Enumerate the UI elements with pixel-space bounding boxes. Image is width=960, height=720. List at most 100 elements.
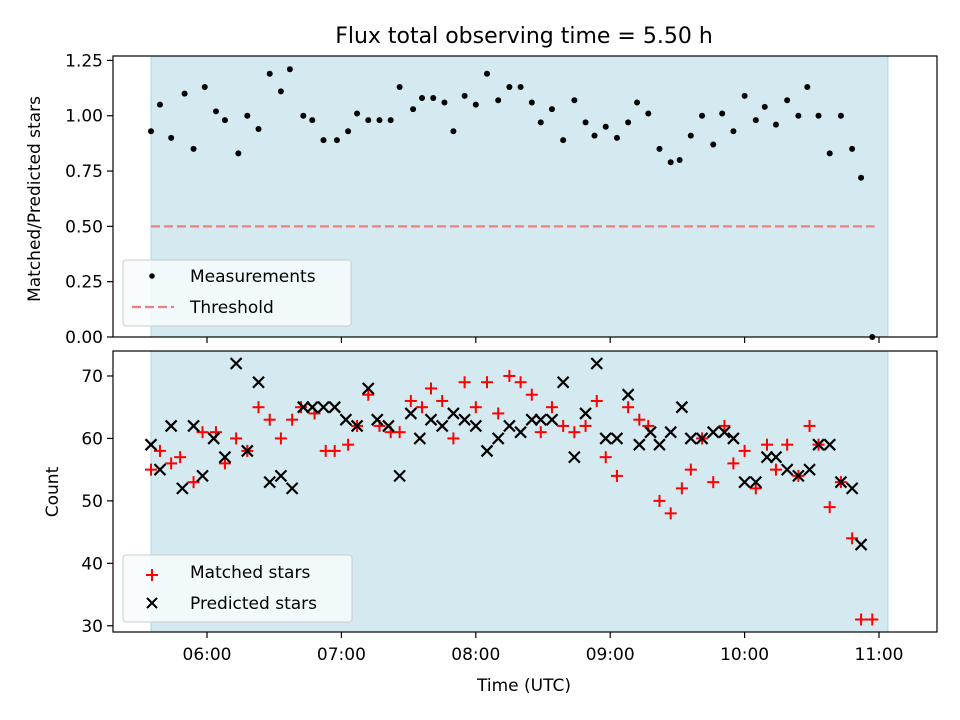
matched-stars-point	[393, 426, 406, 439]
y-axis-label-bottom: Count	[43, 466, 63, 517]
matched-stars-point	[174, 451, 187, 464]
matched-stars-point	[342, 438, 355, 451]
matched-stars-point	[534, 426, 547, 439]
measurement-point	[495, 97, 502, 104]
measurement-point	[849, 145, 856, 152]
matched-stars-point	[165, 457, 178, 470]
predicted-stars-point	[621, 388, 635, 401]
y-tick-label: 50	[81, 492, 103, 512]
predicted-stars-point	[176, 482, 189, 495]
y-tick-label: 1.25	[65, 51, 103, 71]
measurement-point	[571, 97, 578, 104]
measurement-point	[441, 99, 448, 106]
predicted-stars-point	[780, 463, 794, 476]
predicted-stars-point	[845, 482, 859, 495]
measurement-point	[286, 66, 293, 73]
predicted-stars-point	[675, 400, 689, 414]
matched-stars-point	[718, 419, 731, 432]
predicted-stars-point	[382, 419, 395, 433]
x-tick-label: 10:00	[720, 645, 769, 665]
legend-predicted-label: Predicted stars	[190, 594, 317, 614]
measurement-point	[582, 119, 589, 126]
bottom-panel-marks	[144, 357, 879, 626]
matched-stars-point	[525, 388, 538, 401]
predicted-stars-point	[196, 469, 209, 483]
legend-measurements-label: Measurements	[190, 267, 316, 287]
predicted-stars-point	[469, 419, 483, 433]
x-tick-label: 11:00	[855, 645, 904, 665]
measurement-point	[826, 150, 833, 157]
legend-measurements-marker	[149, 273, 155, 279]
predicted-stars-point	[218, 450, 232, 464]
predicted-stars-point	[644, 425, 657, 439]
predicted-stars-point	[350, 419, 364, 433]
predicted-stars-point	[164, 419, 178, 433]
measurement-point	[396, 83, 403, 90]
measurement-point	[699, 112, 706, 119]
matched-stars-point	[610, 469, 623, 482]
predicted-stars-point	[413, 432, 427, 445]
predicted-stars-point	[447, 407, 460, 420]
measurement-point	[761, 103, 768, 110]
predicted-stars-point	[525, 413, 539, 426]
measurement-point	[537, 119, 544, 126]
predicted-stars-point	[317, 400, 330, 414]
y-tick-label: 0.50	[65, 217, 103, 237]
chart-title: Flux total observing time = 5.50 h	[335, 24, 713, 49]
matched-stars-point	[738, 444, 751, 457]
x-tick-label: 08:00	[451, 645, 500, 665]
measurement-point	[450, 128, 457, 135]
measurement-point	[190, 145, 197, 152]
predicted-stars-point	[404, 407, 418, 420]
measurement-point	[837, 112, 844, 119]
matched-stars-point	[436, 394, 449, 407]
predicted-stars-point	[491, 432, 505, 445]
matched-stars-point	[328, 444, 341, 457]
predicted-stars-point	[706, 425, 720, 439]
matched-stars-point	[492, 407, 505, 420]
measurement-point	[645, 110, 652, 117]
matched-stars-point	[145, 463, 157, 476]
predicted-stars-point	[760, 450, 774, 464]
measurement-point	[461, 92, 468, 99]
matched-stars-point	[286, 413, 299, 426]
measurement-point	[255, 126, 262, 133]
matched-stars-point	[218, 457, 231, 470]
measurement-point	[784, 97, 791, 104]
matched-stars-point	[568, 426, 581, 439]
matched-stars-point	[727, 457, 740, 470]
top-panel-y-ticks: 0.00 0.25 0.50 0.75 1.00 1.25	[65, 51, 113, 348]
predicted-stars-point	[252, 375, 265, 389]
predicted-stars-point	[545, 413, 559, 426]
y-tick-label: 60	[81, 429, 103, 449]
predicted-stars-point	[328, 400, 341, 414]
predicted-stars-point	[229, 357, 243, 370]
measurement-point	[221, 117, 228, 124]
predicted-stars-point	[187, 419, 200, 433]
matched-stars-point	[749, 482, 762, 495]
predicted-stars-point	[480, 444, 494, 458]
matched-stars-point	[557, 419, 570, 432]
predicted-stars-point	[144, 438, 158, 451]
measurement-point	[266, 70, 273, 77]
measurement-point	[613, 134, 620, 141]
y-tick-label: 0.00	[65, 328, 103, 348]
matched-stars-point	[633, 413, 646, 426]
predicted-stars-point	[263, 475, 276, 489]
matched-stars-point	[866, 613, 879, 626]
predicted-stars-point	[393, 469, 406, 483]
legend-top-box	[122, 259, 352, 327]
predicted-stars-point	[458, 413, 471, 426]
x-tick-label: 09:00	[586, 645, 635, 665]
matched-stars-point	[664, 507, 677, 520]
measurement-point	[168, 134, 175, 141]
predicted-stars-point	[339, 413, 353, 426]
matched-stars-point	[823, 501, 836, 514]
predicted-stars-point	[718, 425, 731, 439]
matched-stars-point	[187, 476, 200, 489]
matched-stars-point	[362, 388, 375, 401]
y-tick-label: 0.75	[65, 162, 103, 182]
predicted-stars-point	[514, 425, 527, 439]
predicted-stars-point	[664, 425, 677, 439]
